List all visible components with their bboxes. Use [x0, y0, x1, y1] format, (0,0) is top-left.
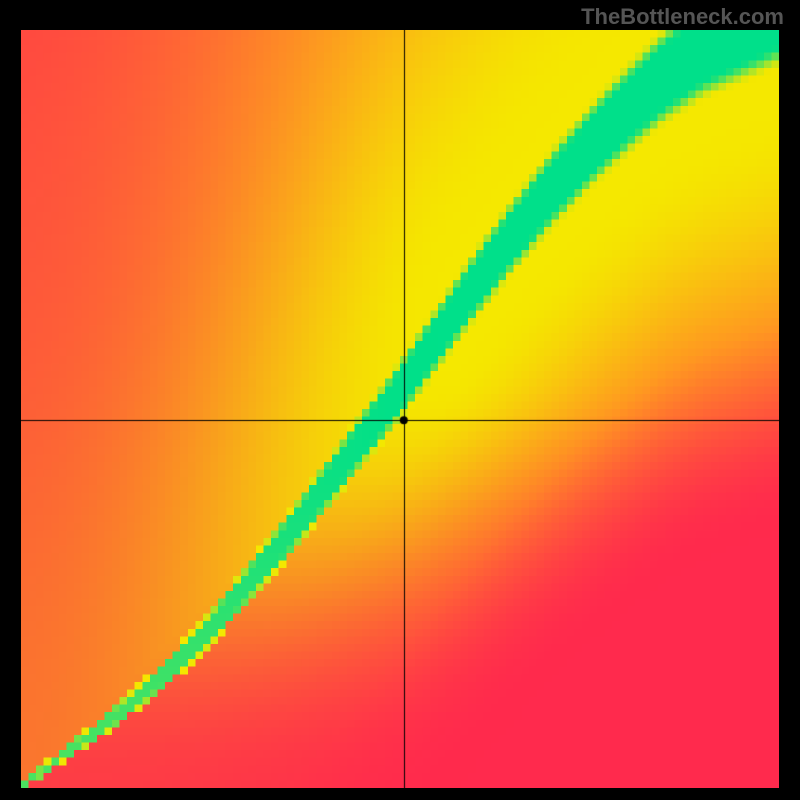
chart-container: TheBottleneck.com [0, 0, 800, 800]
crosshair-overlay [21, 30, 779, 788]
watermark-text: TheBottleneck.com [581, 4, 784, 30]
